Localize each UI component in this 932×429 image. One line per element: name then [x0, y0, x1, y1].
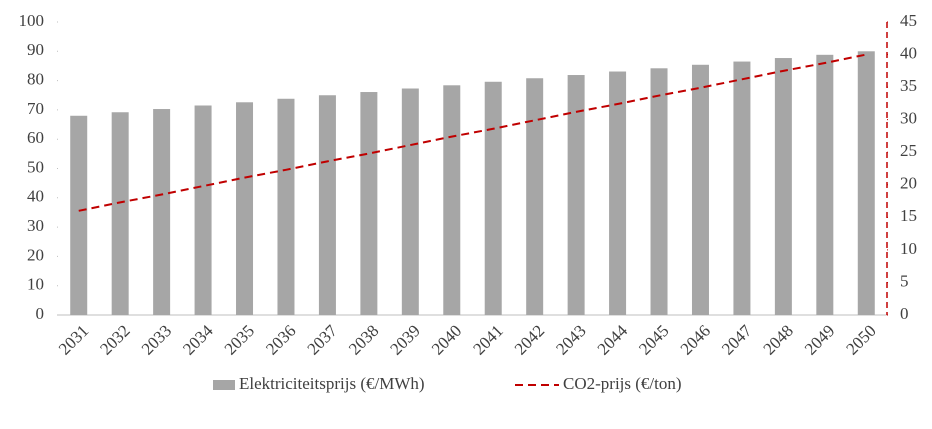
bar: [816, 54, 834, 315]
x-tick-label: 2032: [96, 321, 133, 358]
x-tick-label: 2049: [801, 321, 838, 358]
y-tick-label: 60: [27, 128, 44, 147]
y2-tick-label: 20: [900, 174, 917, 193]
bar: [691, 64, 709, 315]
x-tick-label: 2038: [345, 321, 382, 358]
x-tick-label: 2048: [759, 321, 796, 358]
bar: [70, 115, 88, 315]
x-tick-label: 2045: [635, 321, 672, 358]
x-tick-label: 2036: [262, 321, 299, 358]
bar: [401, 88, 419, 315]
legend-swatch: [213, 380, 235, 390]
legend-label: CO2-prijs (€/ton): [563, 374, 682, 393]
x-tick-label: 2050: [842, 321, 879, 358]
bar: [318, 95, 336, 315]
y-tick-label: 30: [27, 216, 44, 235]
y2-tick-label: 5: [900, 271, 909, 290]
bar: [153, 109, 171, 316]
y2-tick-label: 30: [900, 109, 917, 128]
y-tick-label: 20: [27, 245, 44, 264]
x-tick-label: 2044: [594, 321, 632, 359]
bar: [526, 78, 544, 315]
y-tick-label: 80: [27, 70, 44, 89]
bar: [609, 71, 627, 315]
y-tick-label: 0: [36, 304, 45, 323]
y-tick-label: 40: [27, 187, 44, 206]
bar: [774, 58, 792, 315]
x-tick-label: 2037: [304, 321, 342, 359]
x-tick-label: 2041: [469, 321, 506, 358]
bar: [236, 102, 254, 315]
x-tick-label: 2043: [552, 321, 589, 358]
y-tick-label: 50: [27, 157, 44, 176]
x-tick-label: 2047: [718, 321, 756, 359]
bar: [567, 75, 585, 316]
bar: [857, 51, 875, 316]
y2-tick-label: 15: [900, 206, 917, 225]
bar: [443, 85, 461, 316]
bar: [650, 68, 668, 315]
bar: [111, 112, 129, 315]
x-tick-label: 2040: [428, 321, 465, 358]
y-tick-label: 90: [27, 40, 44, 59]
y2-tick-label: 0: [900, 304, 909, 323]
y2-tick-label: 10: [900, 239, 917, 258]
bar: [194, 105, 212, 315]
bar: [277, 98, 295, 316]
x-tick-label: 2042: [511, 321, 548, 358]
line: [78, 53, 867, 212]
x-tick-label: 2039: [386, 321, 423, 358]
x-tick-label: 2046: [677, 321, 714, 358]
x-tick-label: 2033: [138, 321, 175, 358]
x-tick-label: 2031: [55, 321, 92, 358]
bar: [733, 61, 751, 316]
y-tick-label: 100: [19, 11, 45, 30]
bar: [360, 92, 378, 315]
y-tick-label: 70: [27, 99, 44, 118]
y2-tick-label: 45: [900, 11, 917, 30]
x-tick-label: 2034: [179, 321, 217, 359]
legend-label: Elektriciteitsprijs (€/MWh): [239, 374, 425, 393]
y2-tick-label: 35: [900, 76, 917, 95]
y2-tick-label: 25: [900, 141, 917, 160]
y2-tick-label: 40: [900, 43, 917, 62]
x-tick-label: 2035: [221, 321, 258, 358]
bar: [484, 81, 502, 315]
y-tick-label: 10: [27, 275, 44, 294]
